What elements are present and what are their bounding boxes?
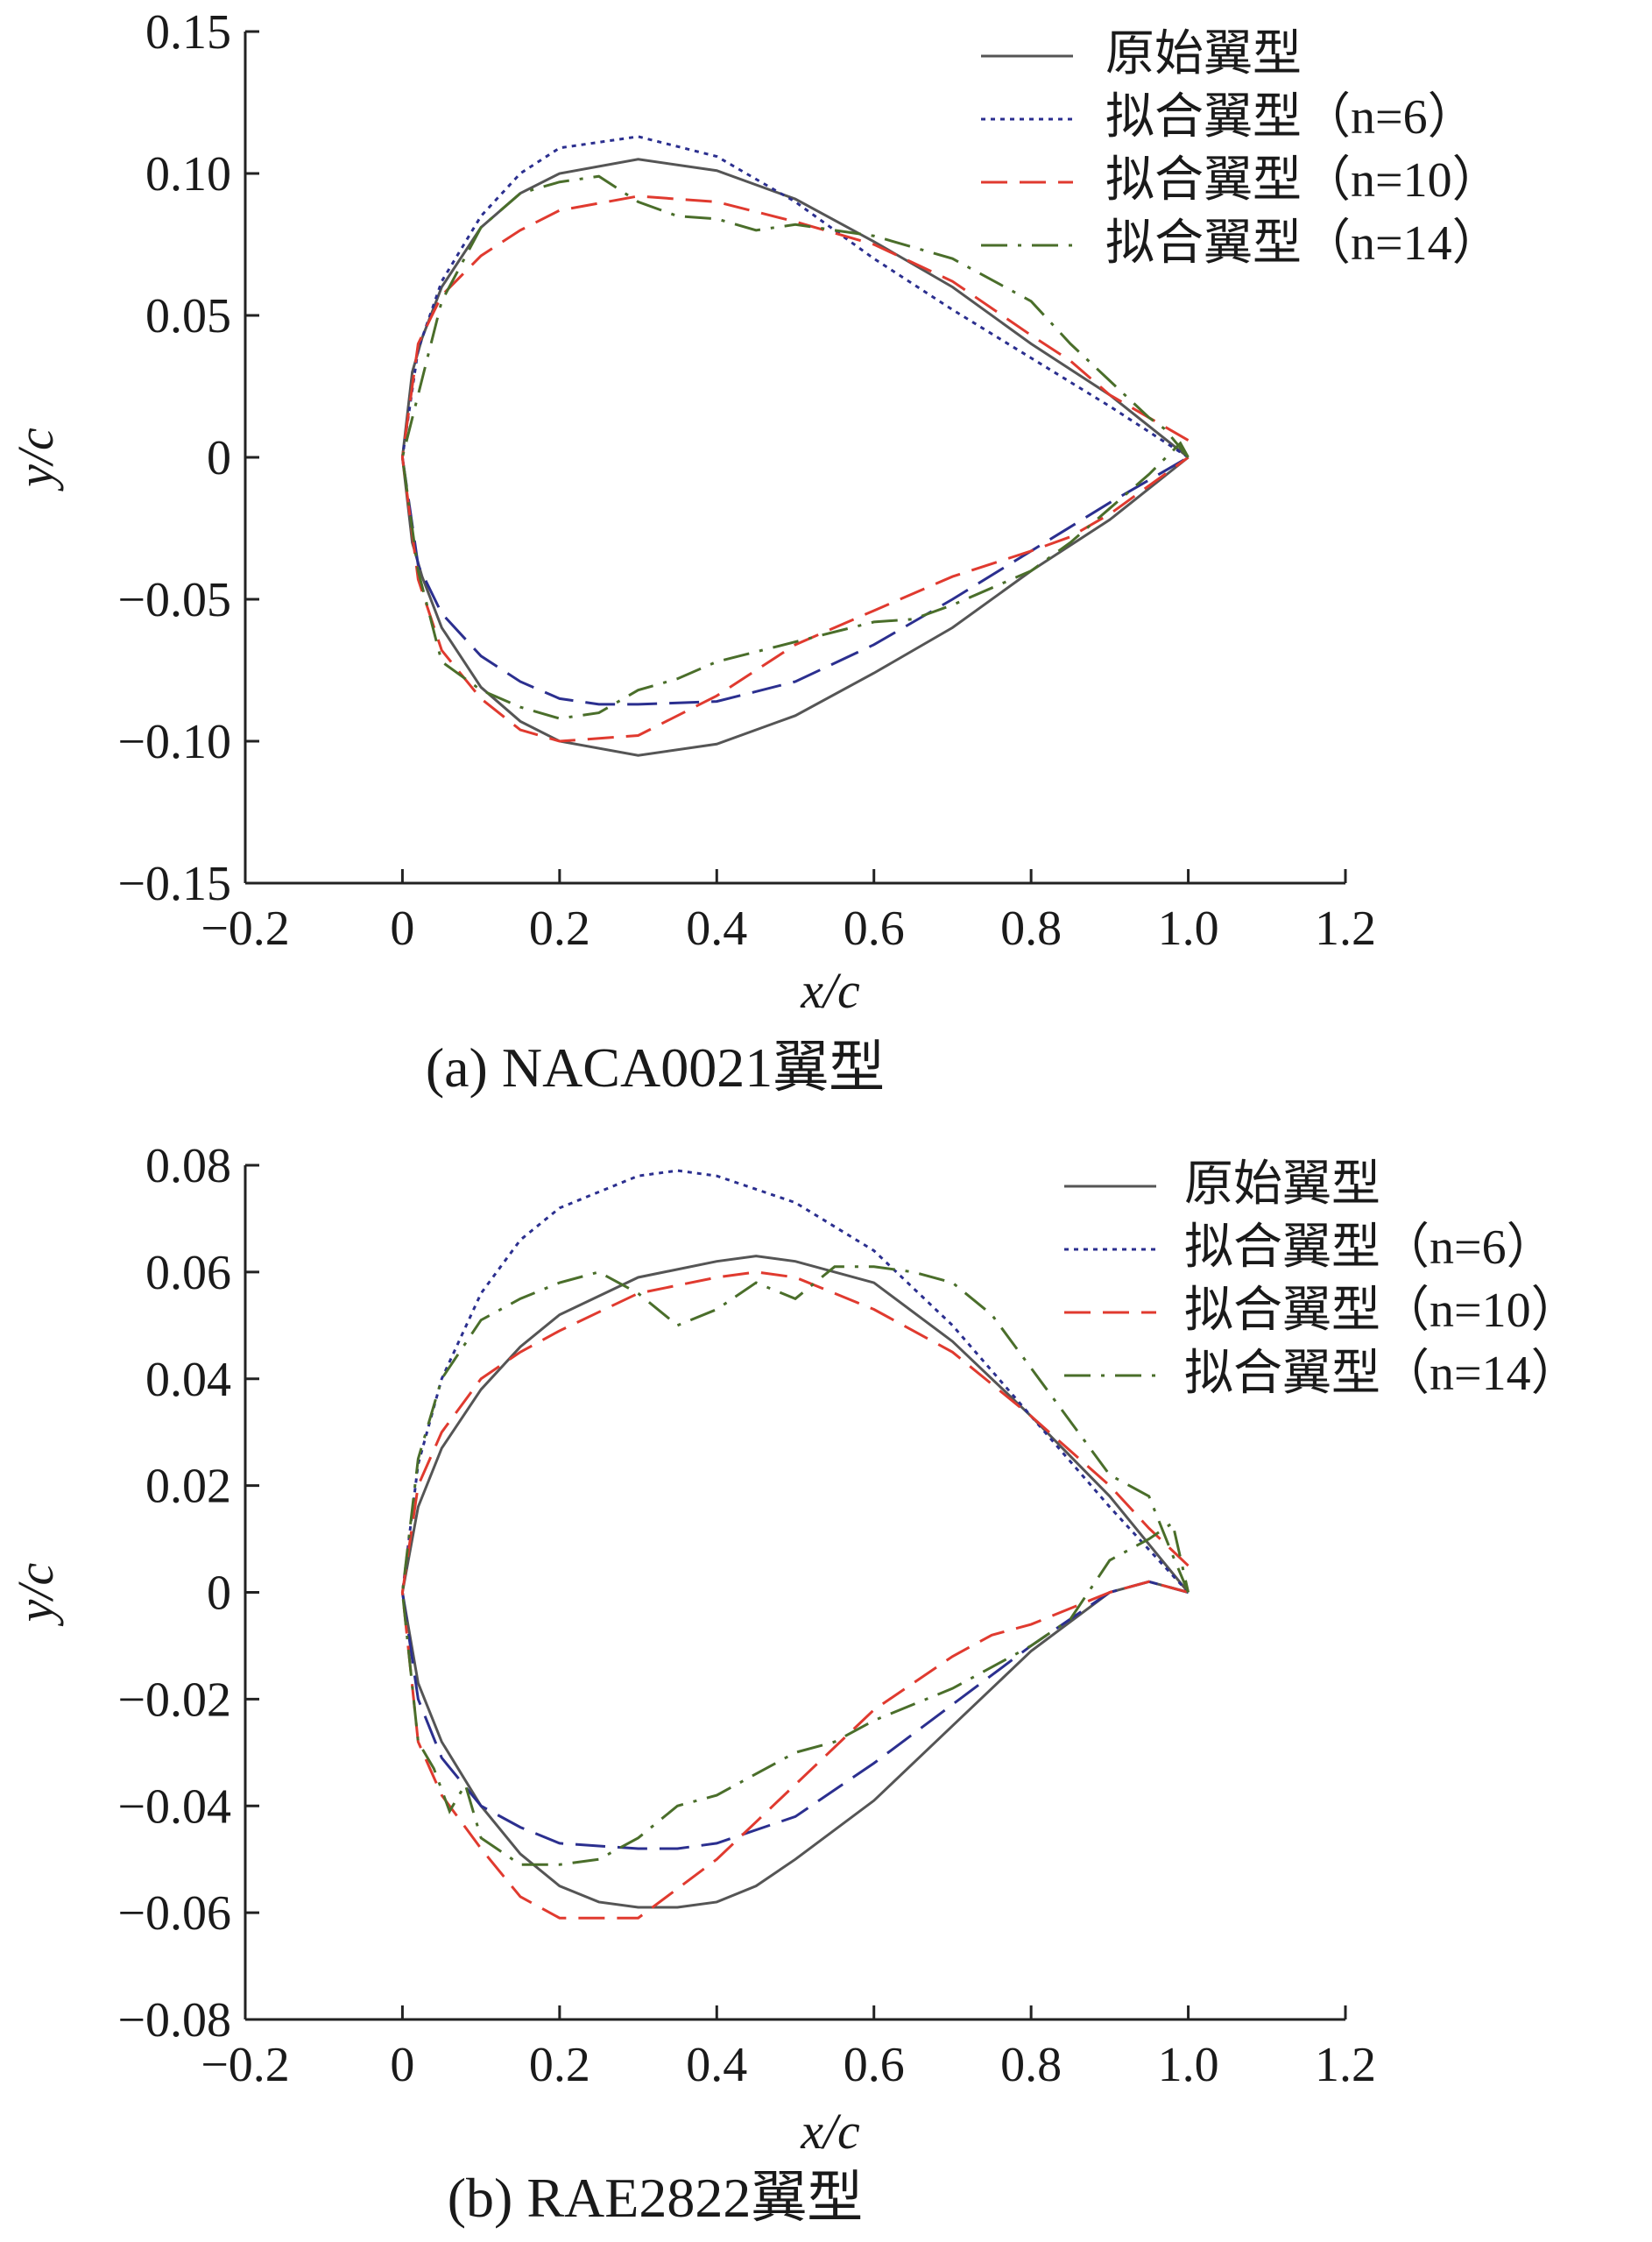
x-tick-label: −0.2: [201, 902, 290, 956]
x-tick-label: 0.4: [686, 2038, 747, 2092]
x-tick-label: 0.2: [529, 902, 590, 956]
x-axis-label: x/c: [800, 962, 860, 1019]
series-line-3: [400, 1265, 1190, 1866]
series-line-n6-upper: [400, 1169, 1190, 1594]
y-tick-label: 0: [207, 431, 231, 485]
legend-label: 拟合翼型（n=6）: [1105, 90, 1477, 145]
y-tick-label: −0.02: [117, 1673, 231, 1727]
series-line-2: [400, 194, 1190, 743]
legend-label: 拟合翼型（n=10）: [1105, 153, 1501, 208]
series-line-2: [400, 1270, 1190, 1920]
y-tick-label: −0.06: [117, 1886, 231, 1941]
x-tick-label: 0.2: [529, 2038, 590, 2092]
x-tick-label: −0.2: [201, 2038, 290, 2092]
y-tick-label: −0.04: [117, 1779, 231, 1834]
x-tick-label: 0.6: [844, 2038, 905, 2092]
x-tick-label: 1.2: [1315, 2038, 1376, 2092]
x-tick-label: 0: [390, 2038, 414, 2092]
x-tick-label: 0.6: [844, 902, 905, 956]
x-tick-label: 1.0: [1158, 902, 1219, 956]
x-tick-label: 0.8: [1000, 2038, 1062, 2092]
y-tick-label: −0.10: [117, 715, 231, 769]
y-tick-label: 0.15: [145, 5, 231, 60]
y-tick-label: 0.02: [145, 1460, 231, 1514]
y-tick-label: −0.08: [117, 1993, 231, 2048]
y-tick-label: 0.06: [145, 1246, 231, 1300]
x-tick-label: 0.8: [1000, 902, 1062, 956]
legend-label: 拟合翼型（n=6）: [1184, 1220, 1556, 1275]
y-tick-label: 0: [207, 1567, 231, 1621]
legend-label: 拟合翼型（n=10）: [1184, 1284, 1580, 1338]
y-tick-label: 0.08: [145, 1139, 231, 1193]
y-axis-label: y/c: [7, 428, 64, 492]
x-tick-label: 1.2: [1315, 902, 1376, 956]
y-tick-label: −0.15: [117, 857, 231, 911]
legend-label: 原始翼型: [1105, 27, 1302, 81]
series-line-n6-lower: [400, 456, 1190, 706]
series-line-0: [400, 158, 1190, 757]
y-axis-label: y/c: [7, 1562, 64, 1626]
x-axis-label: x/c: [800, 2103, 860, 2160]
series-line-0: [400, 1255, 1190, 1909]
x-tick-label: 0.4: [686, 902, 747, 956]
series-line-3: [400, 174, 1190, 720]
legend-label: 原始翼型: [1184, 1157, 1380, 1212]
legend-label: 拟合翼型（n=14）: [1105, 216, 1501, 271]
y-tick-label: 0.10: [145, 147, 231, 202]
series-line-n6-upper: [400, 135, 1190, 459]
x-tick-label: 1.0: [1158, 2038, 1219, 2092]
legend-label: 拟合翼型（n=14）: [1184, 1347, 1580, 1401]
chart-panel-a: 0.15 0.10 0.05 0 −0.05 −0.10 −0.15−0.2 0 0.2 0.4 0…: [7, 5, 1501, 1099]
y-tick-label: 0.05: [145, 289, 231, 343]
y-tick-label: 0.04: [145, 1353, 231, 1407]
y-tick-label: −0.05: [117, 573, 231, 627]
panel-caption: (b) RAE2822翼型: [448, 2167, 864, 2229]
chart-panel-b: 0.08 0.06 0.04 0.02 0 −0.02 −0.04 −0.06 −0.08−0.…: [7, 1139, 1580, 2229]
x-tick-label: 0: [390, 902, 414, 956]
panel-caption: (a) NACA0021翼型: [426, 1036, 885, 1099]
